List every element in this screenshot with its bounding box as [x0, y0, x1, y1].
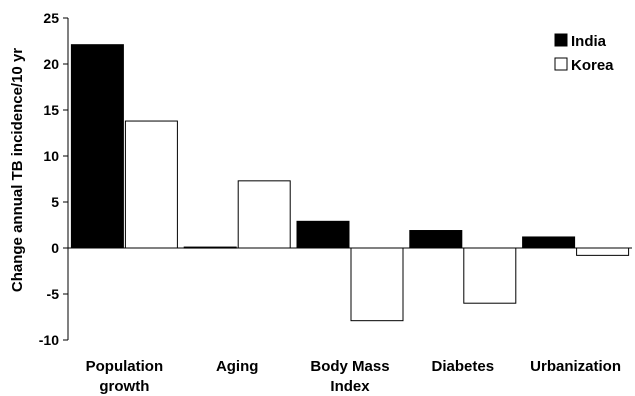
bar-korea-2: [350, 247, 404, 322]
bar-korea-1: [237, 180, 291, 249]
legend-label-india: India: [571, 33, 607, 50]
y-tick-label: 0: [51, 240, 59, 256]
legend: India Korea: [554, 33, 614, 74]
legend-swatch-india: [554, 33, 568, 47]
legend-label-korea: Korea: [571, 57, 614, 74]
y-tick-label: 20: [43, 56, 59, 72]
bar-korea-0: [124, 120, 178, 249]
y-tick-label: -10: [39, 332, 59, 348]
bar-india-4: [522, 236, 576, 249]
y-tick-label: -5: [47, 286, 60, 302]
legend-swatch-korea: [554, 57, 568, 71]
y-tick-label: 25: [43, 10, 59, 26]
y-tick-label: 5: [51, 194, 59, 210]
bar-korea-3: [463, 247, 517, 304]
bars: [70, 44, 630, 322]
y-axis-title: Change annual TB incidence/10 yr: [9, 48, 26, 292]
bar-india-3: [409, 230, 463, 249]
bar-india-1: [183, 246, 237, 249]
bar-korea-4: [576, 247, 630, 256]
bar-india-2: [296, 220, 350, 249]
category-label: Aging: [216, 358, 259, 375]
bar-india-0: [70, 44, 124, 249]
y-tick-label: 10: [43, 148, 59, 164]
category-label: Body Mass Index: [310, 358, 389, 395]
category-label: Diabetes: [432, 358, 495, 375]
category-label: Urbanization: [530, 358, 621, 375]
category-labels: Population growth Aging Body Mass Index Diabe…: [86, 358, 621, 395]
y-axis-ticks: -10 -5 0 5 10 15 20 25: [39, 10, 68, 348]
y-tick-label: 15: [43, 102, 59, 118]
category-label: Population growth: [86, 358, 164, 395]
